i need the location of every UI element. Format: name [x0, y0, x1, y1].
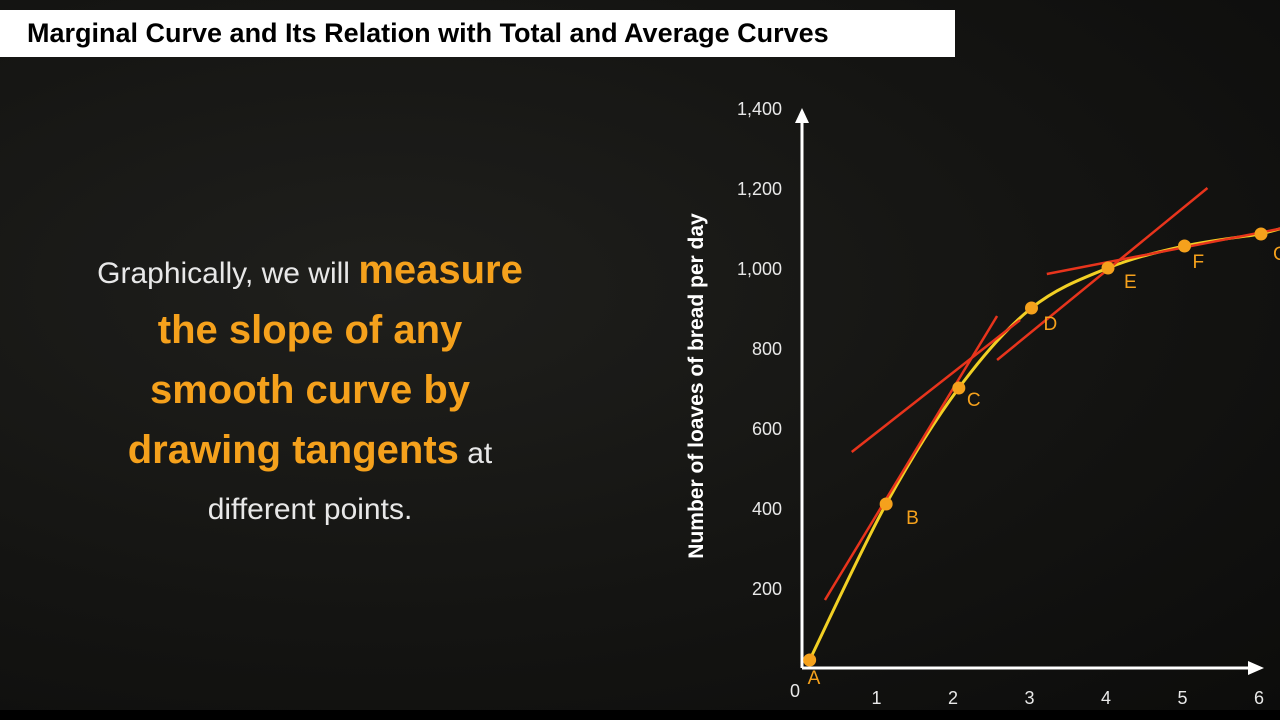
x-tick-label: 6 — [1254, 688, 1264, 708]
point-label-g: G — [1273, 244, 1280, 265]
point-a — [803, 653, 817, 667]
title-banner: Marginal Curve and Its Relation with Tot… — [0, 10, 955, 57]
point-c — [952, 381, 966, 395]
tangent-line-f — [1046, 227, 1280, 276]
tangent-line-d — [996, 187, 1209, 361]
point-label-f: F — [1193, 252, 1205, 273]
bottom-strip — [0, 710, 1280, 720]
point-f — [1178, 239, 1191, 253]
tangent-line-c — [850, 319, 1021, 453]
highlight-smooth-curve: smooth curve by — [149, 368, 471, 412]
highlight-measure: measure — [358, 248, 523, 292]
x-tick-label: 4 — [1101, 688, 1111, 708]
tangent-line-b — [823, 315, 999, 601]
point-d — [1025, 301, 1038, 315]
y-tick-label: 1,400 — [737, 99, 782, 119]
point-g — [1254, 227, 1268, 241]
x-axis-arrow — [1248, 661, 1264, 675]
x-tick-label: 3 — [1024, 688, 1034, 708]
y-tick-label: 600 — [752, 419, 782, 439]
tail-text: different points. — [207, 493, 413, 526]
point-label-c: C — [967, 390, 981, 411]
page-title: Marginal Curve and Its Relation with Tot… — [27, 18, 829, 48]
y-tick-label: 400 — [752, 499, 782, 519]
x-tick-label: 1 — [871, 688, 881, 708]
lead-text: Graphically, we will — [97, 257, 359, 290]
highlight-slope: the slope of any — [157, 308, 463, 352]
y-tick-label: 1,000 — [737, 259, 782, 279]
y-axis-arrow — [795, 108, 809, 123]
point-label-d: D — [1044, 314, 1058, 335]
total-product-curve — [808, 227, 1280, 661]
point-label-a: A — [808, 668, 821, 689]
y-tick-label: 200 — [752, 579, 782, 599]
origin-label: 0 — [790, 681, 800, 701]
y-tick-label: 800 — [752, 339, 782, 359]
after-text: at — [458, 437, 493, 470]
y-tick-label: 1,200 — [737, 179, 782, 199]
explanation-text: Graphically, we will measure the slope o… — [40, 242, 580, 538]
highlight-drawing-tangents: drawing tangents — [127, 428, 459, 472]
point-e — [1101, 261, 1115, 275]
point-label-b: B — [906, 508, 919, 529]
y-axis-label: Number of loaves of bread per day — [685, 213, 708, 559]
point-label-e: E — [1124, 272, 1137, 293]
x-tick-label: 5 — [1177, 688, 1187, 708]
x-tick-label: 2 — [948, 688, 958, 708]
point-b — [879, 497, 893, 511]
